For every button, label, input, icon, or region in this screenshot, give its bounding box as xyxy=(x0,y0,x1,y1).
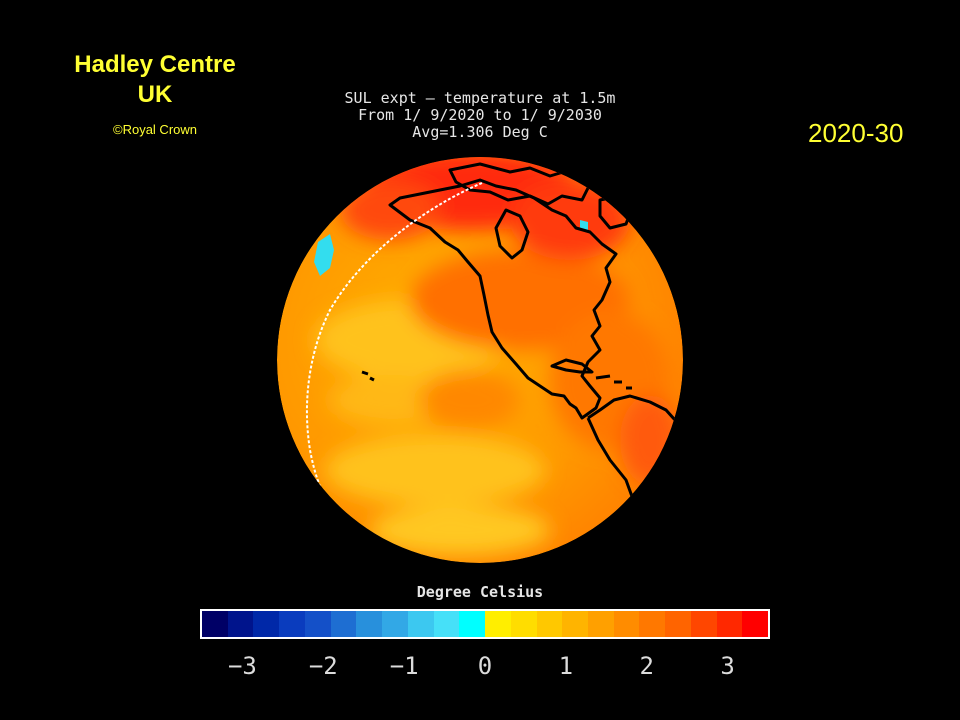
scale-tick-label: 1 xyxy=(558,652,574,680)
period-label: 2020-30 xyxy=(808,118,904,148)
color-scale-bar xyxy=(200,609,770,639)
hot-zone xyxy=(340,180,440,240)
cuba-coast xyxy=(550,358,594,374)
temperature-globe xyxy=(277,157,683,563)
scale-tick-label: 0 xyxy=(477,652,493,680)
coastlines xyxy=(361,162,677,531)
scale-swatch xyxy=(382,611,408,637)
date-line xyxy=(305,182,483,501)
scale-swatch xyxy=(227,611,254,637)
scale-swatch xyxy=(639,611,666,637)
map-title-line: Avg=1.306 Deg C xyxy=(412,123,548,141)
scale-tick-label: −2 xyxy=(308,652,338,680)
scale-tick-label: −1 xyxy=(389,652,419,680)
scale-swatch xyxy=(690,611,717,637)
scale-swatch xyxy=(562,611,589,637)
map-title-line: SUL expt — temperature at 1.5m xyxy=(344,89,616,107)
scale-tick-label: 2 xyxy=(639,652,654,680)
scale-swatch xyxy=(459,611,486,637)
coldspot xyxy=(580,220,588,230)
scale-swatch xyxy=(304,611,331,637)
scale-swatch xyxy=(202,611,228,637)
scale-tick-label: −3 xyxy=(227,652,257,680)
warm-zone xyxy=(420,370,520,430)
scale-swatch xyxy=(665,611,691,637)
coldspot xyxy=(314,234,334,276)
scale-swatch xyxy=(356,611,383,637)
caribbean-islands xyxy=(595,374,632,390)
cool-zone xyxy=(330,375,450,425)
warm-zone xyxy=(620,395,680,485)
map-title-line: From 1/ 9/2020 to 1/ 9/2030 xyxy=(358,106,602,124)
credit-organization: Hadley Centre UK xyxy=(74,51,236,108)
north-america-coast xyxy=(388,178,618,420)
scale-swatch xyxy=(742,611,769,637)
scale-swatch xyxy=(536,611,563,637)
scale-swatch xyxy=(716,611,743,637)
scale-swatch xyxy=(433,611,460,637)
scale-swatch xyxy=(279,611,305,637)
map-title: SUL expt — temperature at 1.5m From 1/ 9… xyxy=(300,90,660,141)
scale-label: Degree Celsius xyxy=(416,583,544,601)
scale-swatch xyxy=(510,611,537,637)
scale-swatch xyxy=(330,611,357,637)
credit-copyright: ©Royal Crown xyxy=(113,122,197,137)
hawaii-islands xyxy=(361,370,375,382)
scale-swatch xyxy=(407,611,434,637)
scale-swatch xyxy=(253,611,280,637)
arctic-islands xyxy=(448,162,592,206)
scale-swatch xyxy=(613,611,640,637)
cool-zone xyxy=(325,435,545,505)
cool-zone xyxy=(370,505,550,555)
hudson-bay-coast xyxy=(494,208,530,260)
scale-ticks: −3 −2 −1 0 1 2 3 xyxy=(0,652,960,682)
scale-swatch xyxy=(588,611,614,637)
scale-tick-label: 3 xyxy=(720,652,735,680)
scale-swatch xyxy=(485,611,511,637)
